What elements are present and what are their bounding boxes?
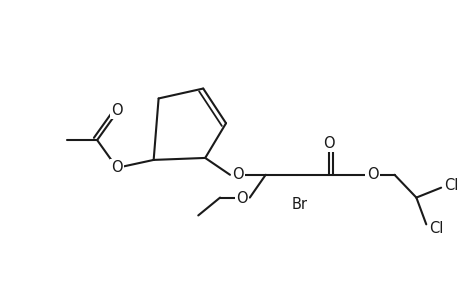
Text: O: O [111,160,123,175]
Text: Cl: Cl [428,221,442,236]
Text: Cl: Cl [443,178,458,193]
Text: O: O [231,167,243,182]
Text: O: O [111,103,123,118]
Text: Br: Br [291,197,307,212]
Text: O: O [366,167,378,182]
Text: O: O [235,191,247,206]
Text: O: O [323,136,334,151]
